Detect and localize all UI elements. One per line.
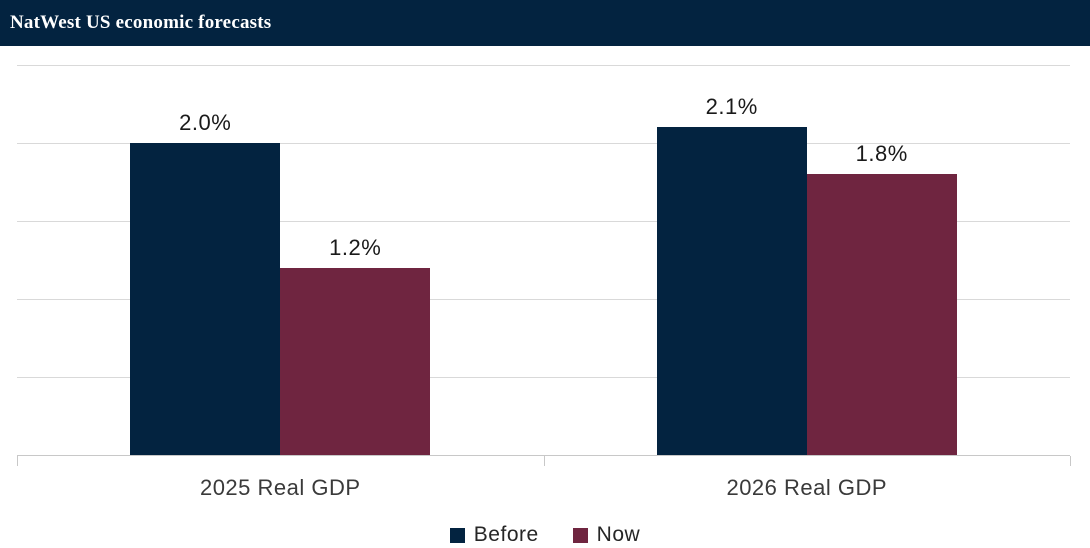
bar-now-2026 xyxy=(806,174,957,455)
chart-title: NatWest US economic forecasts xyxy=(10,12,272,33)
x-axis-tick xyxy=(17,456,18,466)
gridline xyxy=(17,299,1070,300)
legend-item-now: Now xyxy=(572,523,641,547)
chart-legend: Before Now xyxy=(0,522,1090,548)
chart-title-bar: NatWest US economic forecasts xyxy=(0,0,1090,46)
gridline xyxy=(17,143,1070,144)
legend-swatch-icon xyxy=(572,527,588,543)
legend-label: Before xyxy=(473,523,539,546)
legend-item-before: Before xyxy=(449,523,539,547)
bar-value-label: 1.8% xyxy=(855,141,908,167)
x-axis-tick xyxy=(1070,456,1071,466)
gridline xyxy=(17,221,1070,222)
gridline xyxy=(17,377,1070,378)
gridline xyxy=(17,65,1070,66)
bar-value-label: 2.1% xyxy=(705,94,758,120)
category-label: 2026 Real GDP xyxy=(726,475,888,500)
category-label: 2025 Real GDP xyxy=(199,475,361,500)
bar-value-label: 1.2% xyxy=(329,234,382,260)
bar-now-2025 xyxy=(280,267,431,455)
legend-swatch-icon xyxy=(449,527,465,543)
bar-before-2025 xyxy=(130,143,281,455)
x-axis-line xyxy=(17,455,1070,456)
legend-label: Now xyxy=(596,523,641,546)
bar-value-label: 2.0% xyxy=(179,110,232,135)
bar-before-2026 xyxy=(656,127,807,455)
x-axis-tick xyxy=(543,456,545,466)
